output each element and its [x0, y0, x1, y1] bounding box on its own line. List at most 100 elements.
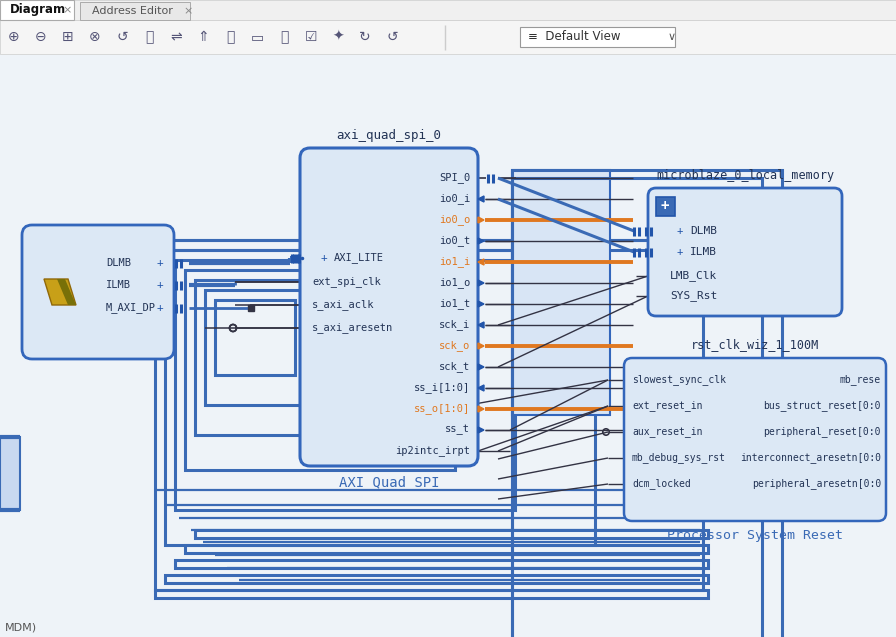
Text: ≡  Default View: ≡ Default View — [528, 31, 621, 43]
Text: io1_o: io1_o — [439, 278, 470, 289]
Text: microblaze_0_local_memory: microblaze_0_local_memory — [656, 169, 834, 182]
Text: ☑: ☑ — [305, 30, 317, 44]
Bar — [0, 0, 896, 20]
Text: ∨: ∨ — [668, 32, 676, 42]
Text: Processor System Reset: Processor System Reset — [667, 529, 843, 541]
FancyBboxPatch shape — [22, 225, 174, 359]
Text: M_AXI_DP: M_AXI_DP — [106, 303, 156, 313]
Polygon shape — [478, 217, 484, 223]
Text: ▭: ▭ — [251, 30, 263, 44]
Polygon shape — [478, 427, 484, 433]
Text: ss_t: ss_t — [445, 425, 470, 435]
Text: ↻: ↻ — [359, 30, 371, 44]
Polygon shape — [478, 196, 484, 202]
Bar — [185, 270, 455, 470]
Text: ↺: ↺ — [116, 30, 128, 44]
Polygon shape — [478, 406, 484, 412]
Bar — [0, 437, 20, 510]
Bar — [512, 178, 762, 637]
Text: ⊞: ⊞ — [62, 30, 73, 44]
Bar — [80, 2, 190, 20]
FancyBboxPatch shape — [624, 358, 886, 521]
Bar — [165, 575, 708, 583]
Bar — [0, 0, 74, 20]
Polygon shape — [57, 279, 76, 305]
Text: Diagram: Diagram — [10, 3, 66, 17]
Text: aux_reset_in: aux_reset_in — [632, 427, 702, 438]
Text: peripheral_reset[0:0: peripheral_reset[0:0 — [763, 427, 881, 438]
Text: ⊕: ⊕ — [8, 30, 20, 44]
Text: ss_i[1:0]: ss_i[1:0] — [414, 383, 470, 394]
Text: +: + — [157, 303, 163, 313]
Text: AXI Quad SPI: AXI Quad SPI — [339, 475, 439, 489]
Text: io0_o: io0_o — [439, 215, 470, 225]
Text: +: + — [321, 253, 327, 263]
Text: bus_struct_reset[0:0: bus_struct_reset[0:0 — [763, 401, 881, 412]
Text: ss_o[1:0]: ss_o[1:0] — [414, 404, 470, 415]
Bar — [175, 560, 708, 568]
Text: AXI_LITE: AXI_LITE — [334, 252, 384, 264]
Bar — [248, 305, 254, 311]
Bar — [520, 27, 675, 47]
Polygon shape — [478, 301, 484, 307]
Bar — [155, 240, 703, 590]
Text: dcm_locked: dcm_locked — [632, 478, 691, 489]
Text: ×: × — [183, 6, 193, 16]
Text: SPI_0: SPI_0 — [439, 173, 470, 183]
Text: axi_quad_spi_0: axi_quad_spi_0 — [337, 129, 442, 143]
Bar — [195, 280, 395, 435]
Text: Address Editor: Address Editor — [92, 6, 173, 16]
Text: +: + — [661, 199, 669, 213]
Text: DLMB: DLMB — [690, 226, 717, 236]
Polygon shape — [44, 279, 76, 305]
Text: io0_i: io0_i — [439, 194, 470, 204]
Text: slowest_sync_clk: slowest_sync_clk — [632, 375, 726, 385]
Text: ⊗: ⊗ — [90, 30, 101, 44]
FancyBboxPatch shape — [300, 148, 478, 466]
Polygon shape — [478, 322, 484, 328]
Bar — [512, 170, 782, 637]
Text: mb_rese: mb_rese — [840, 375, 881, 385]
Bar — [185, 545, 708, 553]
Bar — [215, 300, 295, 375]
Text: LMB_Clk: LMB_Clk — [670, 271, 718, 282]
Text: ⊖: ⊖ — [35, 30, 47, 44]
Text: +: + — [676, 226, 683, 236]
Bar — [165, 250, 595, 545]
Polygon shape — [478, 343, 484, 349]
Polygon shape — [478, 238, 484, 244]
Text: rst_clk_wiz_1_100M: rst_clk_wiz_1_100M — [691, 338, 819, 352]
Text: ⇑: ⇑ — [197, 30, 209, 44]
Text: s_axi_aclk: s_axi_aclk — [312, 299, 375, 310]
Polygon shape — [478, 364, 484, 370]
Text: mb_debug_sys_rst: mb_debug_sys_rst — [632, 452, 726, 464]
Text: ×: × — [62, 5, 72, 15]
Text: io0_t: io0_t — [439, 236, 470, 247]
Text: ⇌: ⇌ — [170, 30, 182, 44]
Bar — [155, 590, 708, 598]
Text: sck_t: sck_t — [439, 362, 470, 373]
Text: interconnect_aresetn[0:0: interconnect_aresetn[0:0 — [740, 452, 881, 464]
Polygon shape — [478, 259, 484, 265]
Text: ILMB: ILMB — [690, 247, 717, 257]
Text: SYS_Rst: SYS_Rst — [670, 290, 718, 301]
Text: ＋: ＋ — [226, 30, 234, 44]
Text: +: + — [157, 258, 163, 268]
Text: 🔍: 🔍 — [145, 30, 153, 44]
Polygon shape — [478, 385, 484, 391]
Bar — [656, 197, 675, 216]
Bar — [205, 290, 345, 405]
Text: ILMB: ILMB — [106, 280, 131, 290]
Polygon shape — [478, 280, 484, 286]
Text: +: + — [676, 247, 683, 257]
Bar — [175, 260, 515, 510]
FancyBboxPatch shape — [648, 188, 842, 316]
Text: ↺: ↺ — [386, 30, 398, 44]
Text: ext_spi_clk: ext_spi_clk — [312, 276, 381, 287]
Text: io1_i: io1_i — [439, 257, 470, 268]
Text: sck_i: sck_i — [439, 320, 470, 331]
Bar — [512, 170, 610, 415]
Bar — [195, 530, 708, 538]
Text: 🔧: 🔧 — [280, 30, 289, 44]
Text: MDM): MDM) — [5, 623, 37, 633]
